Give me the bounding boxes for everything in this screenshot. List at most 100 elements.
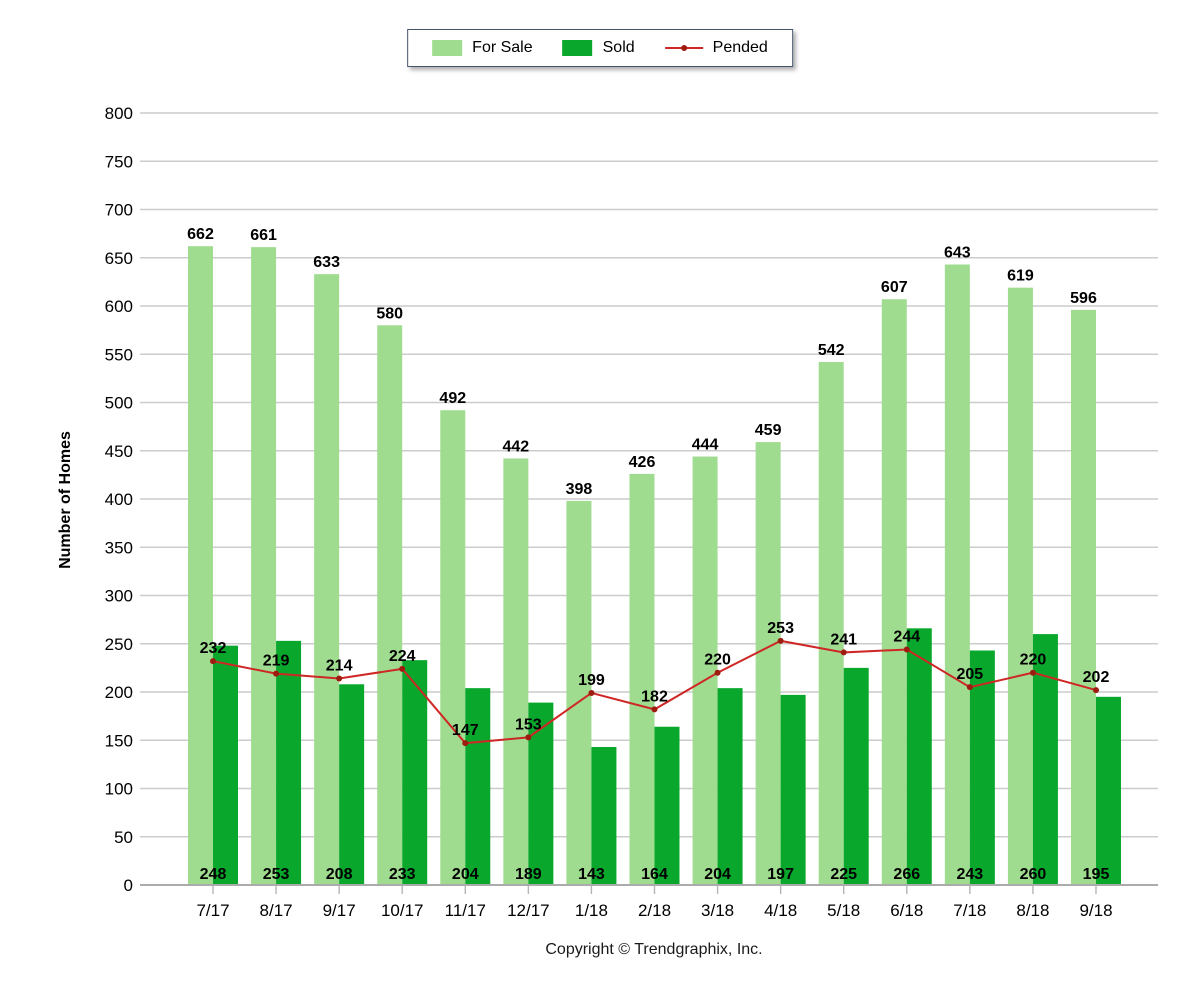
- x-tick-label: 9/17: [323, 901, 356, 920]
- pended-marker: [966, 684, 973, 691]
- bar-for-sale: [1070, 309, 1096, 885]
- pended-marker: [588, 689, 595, 696]
- legend-label-pended: Pended: [712, 39, 768, 56]
- sold-value-label: 225: [830, 866, 857, 883]
- sold-value-label: 233: [389, 866, 416, 883]
- bar-for-sale: [188, 246, 213, 886]
- x-tick-label: 9/18: [1079, 901, 1112, 920]
- for-sale-value-label: 633: [313, 254, 340, 271]
- bar-for-sale: [377, 325, 403, 885]
- for-sale-value-label: 643: [944, 245, 971, 262]
- y-tick-label: 500: [105, 394, 133, 413]
- x-tick-label: 6/18: [890, 901, 923, 920]
- bar-for-sale: [629, 473, 655, 885]
- bar-sold: [276, 640, 302, 885]
- bar-for-sale: [944, 264, 970, 885]
- pended-value-label: 241: [830, 631, 857, 648]
- y-tick-label: 650: [105, 249, 133, 268]
- pended-value-label: 232: [200, 640, 227, 657]
- pended-marker: [651, 706, 658, 713]
- pended-value-label: 253: [767, 620, 794, 637]
- for-sale-value-label: 442: [503, 438, 530, 455]
- pended-marker: [1029, 669, 1036, 676]
- bar-sold: [843, 667, 869, 885]
- pended-value-label: 220: [704, 652, 731, 669]
- bar-sold: [780, 694, 806, 885]
- legend-label-for-sale: For Sale: [472, 39, 533, 56]
- bar-sold: [1095, 696, 1121, 885]
- x-tick-label: 8/17: [260, 901, 293, 920]
- pended-marker: [210, 658, 216, 665]
- y-tick-label: 150: [105, 731, 133, 750]
- bar-sold: [465, 688, 491, 885]
- y-tick-label: 550: [105, 345, 133, 364]
- legend-item-pended: Pended: [664, 39, 768, 57]
- bar-sold: [1032, 634, 1058, 885]
- sold-value-label: 164: [641, 866, 668, 883]
- sold-value-label: 143: [578, 866, 605, 883]
- for-sale-swatch-icon: [432, 40, 463, 56]
- bar-for-sale: [440, 410, 466, 885]
- sold-value-label: 204: [452, 866, 479, 883]
- bar-sold: [717, 688, 743, 885]
- for-sale-value-label: 580: [376, 305, 403, 322]
- bar-for-sale: [1007, 287, 1033, 885]
- bar-for-sale: [503, 458, 529, 885]
- for-sale-value-label: 661: [250, 227, 277, 244]
- for-sale-value-label: 426: [629, 454, 656, 471]
- pended-marker: [336, 675, 343, 682]
- bar-sold: [528, 702, 554, 885]
- bar-sold: [591, 747, 617, 885]
- sold-swatch-icon: [562, 40, 593, 56]
- y-tick-label: 800: [105, 104, 133, 123]
- sold-value-label: 266: [893, 866, 920, 883]
- pended-value-label: 202: [1083, 669, 1110, 686]
- legend-item-for-sale: For Sale: [432, 39, 533, 57]
- x-tick-label: 3/18: [701, 901, 734, 920]
- sold-value-label: 189: [515, 866, 542, 883]
- for-sale-value-label: 444: [692, 437, 719, 454]
- pended-value-label: 153: [515, 716, 542, 733]
- bar-sold: [402, 660, 428, 885]
- pended-marker: [1092, 687, 1099, 694]
- bar-for-sale: [314, 274, 340, 885]
- pended-marker: [714, 669, 721, 676]
- sold-value-label: 253: [263, 866, 290, 883]
- bar-sold: [654, 726, 680, 885]
- sold-value-label: 260: [1020, 866, 1047, 883]
- x-tick-label: 7/17: [196, 901, 229, 920]
- pended-value-label: 205: [957, 666, 984, 683]
- x-tick-label: 12/17: [507, 901, 550, 920]
- pended-marker: [525, 734, 532, 741]
- y-tick-label: 400: [105, 490, 133, 509]
- pended-value-label: 214: [326, 657, 353, 674]
- y-tick-label: 100: [105, 780, 133, 799]
- pended-marker: [777, 637, 784, 644]
- pended-marker: [903, 646, 910, 653]
- pended-value-label: 147: [452, 722, 479, 739]
- sold-value-label: 197: [767, 866, 794, 883]
- pended-line-icon: [664, 40, 703, 56]
- y-tick-label: 250: [105, 635, 133, 654]
- bar-for-sale: [881, 299, 907, 885]
- y-tick-label: 50: [114, 828, 133, 847]
- y-tick-label: 450: [105, 442, 133, 461]
- pended-marker: [399, 665, 406, 672]
- x-tick-label: 8/18: [1016, 901, 1049, 920]
- for-sale-value-label: 398: [566, 481, 593, 498]
- pended-value-label: 219: [263, 653, 290, 670]
- copyright-text: Copyright © Trendgraphix, Inc.: [545, 941, 763, 958]
- bar-for-sale: [818, 361, 844, 886]
- for-sale-value-label: 619: [1007, 268, 1034, 285]
- sold-value-label: 248: [200, 866, 227, 883]
- pended-value-label: 224: [389, 648, 416, 665]
- y-tick-label: 350: [105, 538, 133, 557]
- sold-value-label: 243: [957, 866, 984, 883]
- bar-for-sale: [692, 456, 718, 885]
- pended-marker: [462, 740, 469, 747]
- legend-label-sold: Sold: [602, 39, 635, 56]
- pended-marker: [273, 670, 280, 677]
- for-sale-value-label: 492: [439, 390, 466, 407]
